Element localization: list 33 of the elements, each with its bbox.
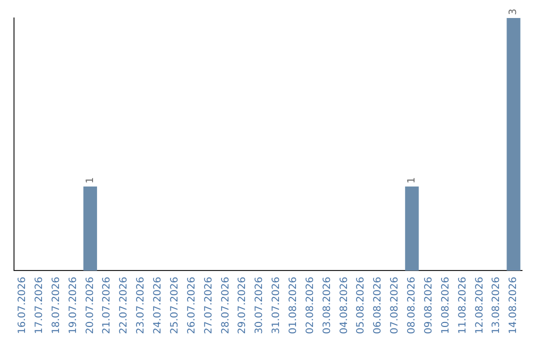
data-label: 1 xyxy=(84,177,96,184)
x-tick-label: 30.07.2026 xyxy=(254,276,266,334)
x-tick-label: 04.08.2026 xyxy=(338,276,350,334)
x-tick-label: 26.07.2026 xyxy=(186,276,198,334)
x-tick-label: 08.08.2026 xyxy=(406,276,418,334)
data-label: 3 xyxy=(508,8,520,15)
x-tick-label: 01.08.2026 xyxy=(288,276,299,334)
x-tick-label: 29.07.2026 xyxy=(237,276,248,334)
x-tick-label: 11.08.2026 xyxy=(457,276,468,334)
x-tick-label: 27.07.2026 xyxy=(203,276,214,334)
x-tick-label: 21.07.2026 xyxy=(102,276,113,334)
x-tick-label: 14.08.2026 xyxy=(508,276,520,334)
x-tick-label: 19.07.2026 xyxy=(68,276,79,334)
x-tick-label: 22.07.2026 xyxy=(118,276,130,334)
x-tick-label: 16.07.2026 xyxy=(17,276,28,334)
x-tick-label: 12.08.2026 xyxy=(474,276,486,334)
x-tick-label: 07.08.2026 xyxy=(390,276,401,334)
x-tick-label: 06.08.2026 xyxy=(372,276,384,334)
x-tick-label: 10.08.2026 xyxy=(440,276,452,334)
x-tick-label: 13.08.2026 xyxy=(491,276,502,334)
x-tick-label: 25.07.2026 xyxy=(169,276,180,334)
x-tick-label: 03.08.2026 xyxy=(322,276,333,334)
x-tick-label: 09.08.2026 xyxy=(423,276,434,334)
x-tick-label: 02.08.2026 xyxy=(304,276,316,334)
data-label: 1 xyxy=(406,177,418,184)
x-tick-label: 20.07.2026 xyxy=(84,276,96,334)
x-tick-label: 17.07.2026 xyxy=(34,276,45,334)
x-tick-label: 05.08.2026 xyxy=(356,276,367,334)
x-tick-label: 28.07.2026 xyxy=(220,276,232,334)
x-tick-label: 23.07.2026 xyxy=(136,276,147,334)
x-tick-label: 18.07.2026 xyxy=(50,276,62,334)
x-tick-label: 31.07.2026 xyxy=(271,276,282,334)
x-tick-label: 24.07.2026 xyxy=(152,276,164,334)
